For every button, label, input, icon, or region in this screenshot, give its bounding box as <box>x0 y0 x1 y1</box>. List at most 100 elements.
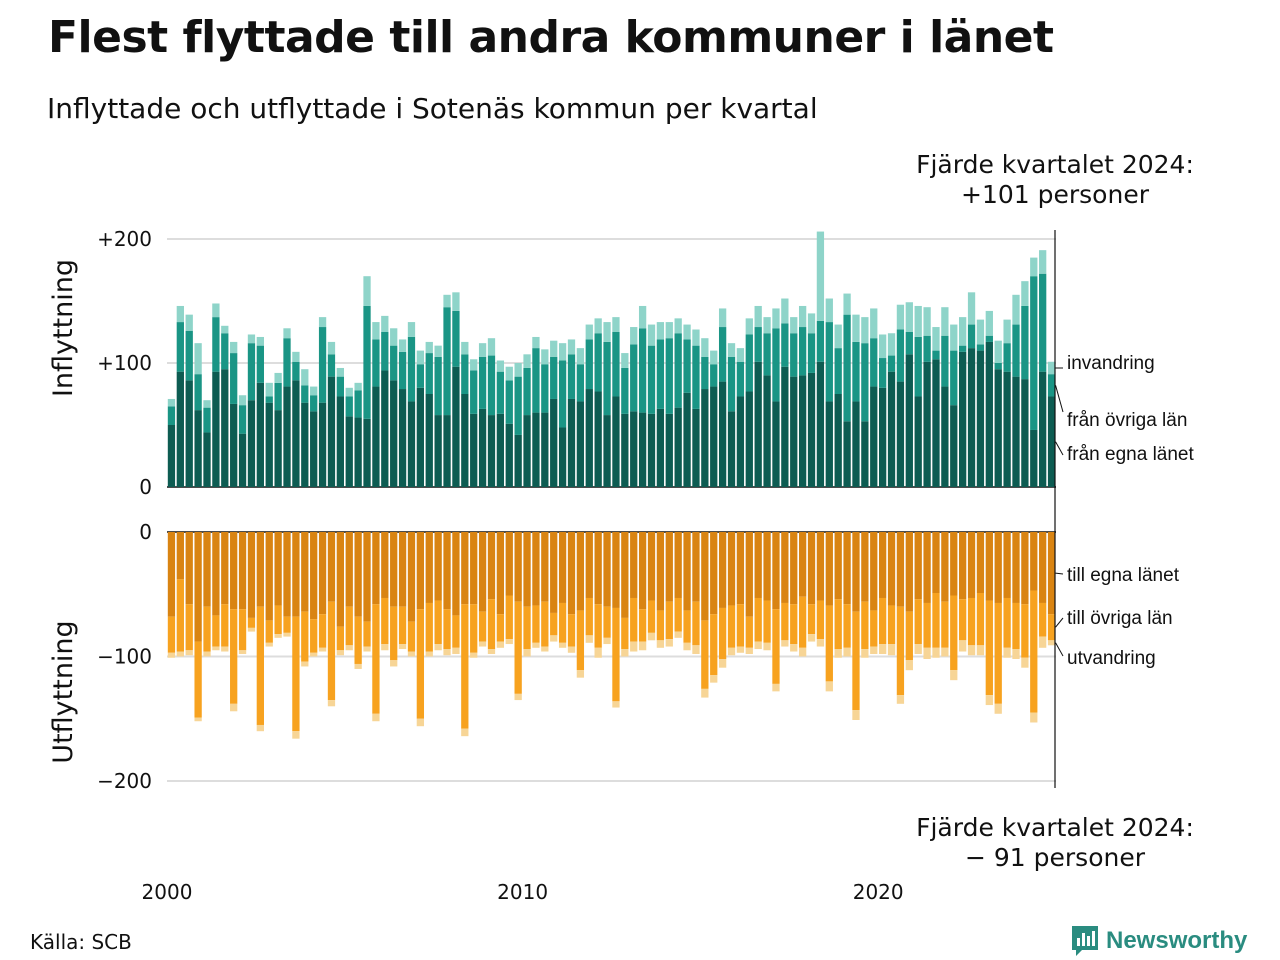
bar-in-own <box>416 387 425 487</box>
bar-in-immigration <box>959 317 967 346</box>
bar-out-emigration <box>176 651 184 657</box>
bar-in-immigration <box>283 328 291 339</box>
bar-in-immigration <box>470 359 478 371</box>
bar-out-emigration <box>452 647 460 655</box>
bar-out-other <box>398 606 407 645</box>
bar-in-other <box>879 358 887 388</box>
bar-in-other <box>870 338 878 387</box>
bar-out-own <box>452 532 460 616</box>
bar-out-emigration <box>656 640 665 648</box>
y-tick-label-out: 0 <box>139 520 152 544</box>
bar-in-other <box>318 327 327 403</box>
bar-in-own <box>905 354 913 487</box>
bar-in-immigration <box>1039 250 1047 274</box>
bar-out-own <box>310 532 318 620</box>
bar-in-own <box>985 341 993 487</box>
bar-in-other <box>861 343 869 422</box>
latest-quarter-out-note: Fjärde kvartalet 2024: − 91 personer <box>880 813 1230 873</box>
bar-out-other <box>861 601 869 650</box>
bar-in-own <box>941 386 949 487</box>
bar-in-immigration <box>621 353 629 368</box>
bar-out-emigration <box>692 645 700 655</box>
bar-in-immigration <box>416 350 425 365</box>
bar-out-own <box>932 532 940 594</box>
bar-out-own <box>879 532 887 598</box>
bar-in-other <box>985 335 993 342</box>
bar-out-emigration <box>674 631 682 638</box>
bar-out-own <box>167 532 176 617</box>
bar-out-emigration <box>354 663 362 669</box>
bar-in-own <box>221 369 229 487</box>
bar-in-immigration <box>550 340 558 357</box>
bar-out-other <box>932 593 940 648</box>
newsworthy-logo[interactable]: Newsworthy <box>1070 924 1247 958</box>
bar-out-emigration <box>576 670 585 678</box>
bar-out-other <box>532 605 540 643</box>
bar-out-own <box>425 532 433 603</box>
bar-out-emigration <box>487 649 496 655</box>
bar-out-emigration <box>852 710 860 720</box>
bar-out-own <box>656 532 665 611</box>
bar-out-emigration <box>994 703 1002 714</box>
bar-out-own <box>674 532 682 598</box>
bar-in-immigration <box>683 324 691 340</box>
x-tick-label: 2010 <box>497 880 548 904</box>
bar-in-immigration <box>221 325 229 334</box>
bar-out-other <box>852 611 860 711</box>
bar-out-emigration <box>398 644 407 650</box>
y-tick-label-in: +200 <box>97 227 152 251</box>
bar-in-own <box>176 371 184 487</box>
bar-in-own <box>763 375 771 487</box>
bar-out-emigration <box>914 644 922 655</box>
bar-out-other <box>621 617 629 650</box>
note-top-line2: +101 personer <box>961 180 1149 209</box>
bar-out-other <box>879 597 887 645</box>
bar-out-emigration <box>647 632 656 641</box>
bar-in-other <box>558 360 567 428</box>
bar-in-own <box>372 386 380 487</box>
bar-in-other <box>478 356 487 409</box>
note-top-line1: Fjärde kvartalet 2024: <box>916 150 1194 179</box>
bar-in-other <box>407 336 416 402</box>
bar-in-own <box>852 401 860 487</box>
bar-out-other <box>416 609 425 719</box>
bar-in-immigration <box>852 314 860 342</box>
bar-out-emigration <box>265 642 273 647</box>
bar-in-own <box>790 376 798 487</box>
bar-out-other <box>754 597 762 642</box>
bar-in-own <box>336 396 344 487</box>
bar-in-own <box>407 401 416 487</box>
bar-out-own <box>194 532 202 642</box>
bar-in-immigration <box>434 345 442 357</box>
bar-out-own <box>221 532 229 605</box>
bar-out-other <box>505 595 513 640</box>
bar-in-immigration <box>763 317 771 334</box>
bar-in-other <box>594 333 602 392</box>
bar-in-immigration <box>576 348 585 365</box>
bar-in-own <box>1003 371 1011 487</box>
bar-in-other <box>718 327 727 382</box>
bar-out-own <box>834 532 842 600</box>
bar-out-own <box>683 532 691 611</box>
bar-in-other <box>265 396 273 403</box>
bar-out-own <box>1047 532 1056 615</box>
bar-in-immigration <box>754 305 762 328</box>
bar-in-other <box>950 350 958 406</box>
bar-in-own <box>567 398 576 487</box>
bar-out-other <box>470 604 478 653</box>
bar-in-other <box>1039 273 1047 372</box>
bar-in-own <box>576 401 585 487</box>
bar-in-immigration <box>425 341 433 354</box>
bar-in-own <box>585 389 593 487</box>
bar-out-emigration <box>710 675 718 683</box>
bar-out-emigration <box>585 635 593 643</box>
bar-out-other <box>976 593 985 646</box>
bar-in-other <box>656 339 665 409</box>
bar-out-other <box>461 604 469 729</box>
bar-in-own <box>532 412 540 487</box>
bar-out-own <box>736 532 745 605</box>
bar-out-own <box>1030 532 1038 591</box>
bar-out-own <box>185 532 193 605</box>
bar-out-own <box>914 532 922 600</box>
bar-out-emigration <box>434 644 442 651</box>
